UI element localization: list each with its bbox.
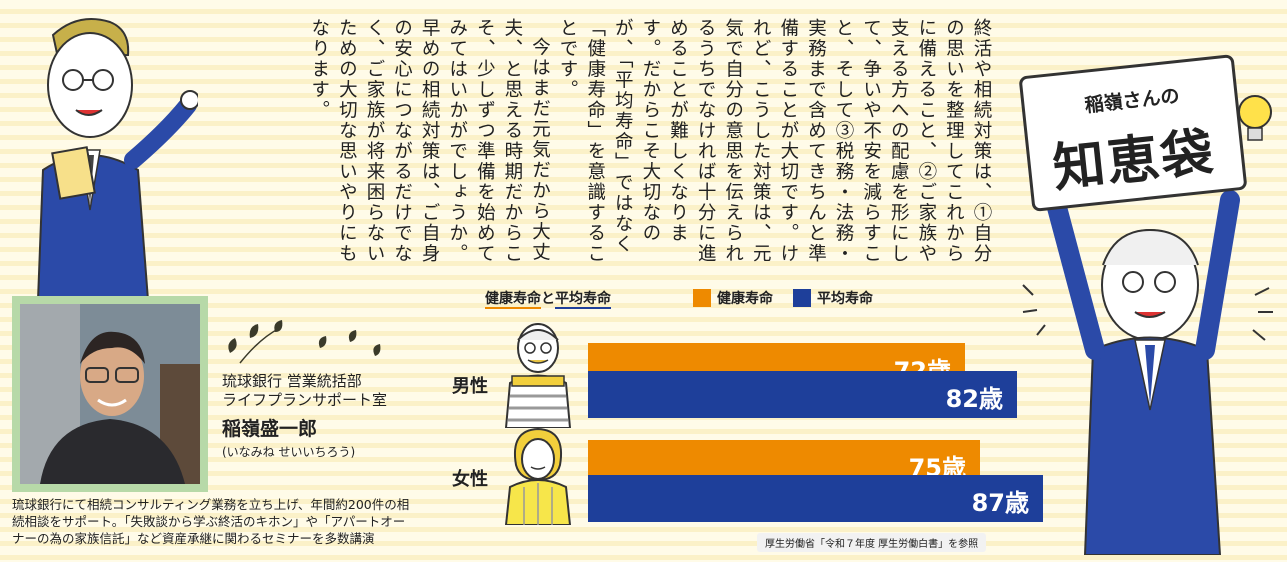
legend-item-healthy: 健康寿命: [693, 288, 773, 308]
sign-title: 知恵袋: [1050, 121, 1218, 200]
legend-label-healthy: 健康寿命: [717, 291, 773, 307]
wisdom-bag-sign: 稲嶺さんの 知恵袋: [1018, 54, 1248, 212]
profile-reading: (いなみね せいいちろう): [222, 445, 356, 459]
chart-title-part2: 平均寿命: [555, 291, 611, 309]
bar-female-average: 87歳: [588, 475, 1043, 522]
paragraph-2: 今はまだ元気だから大丈夫、と思える時期だからこそ、少しずつ準備を始めてみてはいか…: [308, 18, 551, 264]
male-illustration: [498, 318, 578, 432]
bar-value-label: 87歳: [971, 489, 1029, 517]
legend-label-average: 平均寿命: [817, 291, 873, 307]
paragraph-1: 終活や相続対策は、①自分の思いを整理してこれからに備えること、②ご家族や支える方…: [557, 18, 992, 264]
profile-organization: 琉球銀行 営業統括部 ライフプランサポート室: [222, 372, 387, 410]
category-label-male: 男性: [452, 376, 488, 397]
presenter-illustration: [18, 10, 200, 301]
chart-source: 厚生労働省「令和７年度 厚生労働白書」を参照: [757, 533, 987, 552]
chart-legend: 健康寿命 平均寿命: [693, 288, 873, 308]
profile-description: 琉球銀行にて相続コンサルティング業務を立ち上げ、年間約200件の相続相談をサポー…: [12, 497, 410, 546]
legend-swatch-healthy: [693, 289, 711, 307]
legend-swatch-average: [793, 289, 811, 307]
chart-title-mid: と: [541, 291, 555, 307]
wisdom-bag-panel: 稲嶺さんの 知恵袋: [1015, 50, 1287, 555]
leaf-decoration: [220, 318, 390, 372]
chart-title-part1: 健康寿命: [485, 291, 541, 309]
profile-name: 稲嶺盛一郎: [222, 418, 318, 440]
profile-org-line2: ライフプランサポート室: [222, 391, 388, 409]
bar-value-label: 82歳: [945, 385, 1003, 413]
category-label-female: 女性: [452, 469, 488, 490]
profile-photo: [20, 304, 200, 484]
bar-male-average: 82歳: [588, 371, 1017, 418]
article-body: 終活や相続対策は、①自分の思いを整理してこれからに備えること、②ご家族や支える方…: [180, 18, 995, 280]
female-illustration: [498, 425, 578, 529]
legend-item-average: 平均寿命: [793, 288, 873, 308]
chart-title: 健康寿命と平均寿命: [485, 288, 611, 309]
profile-photo-frame: [12, 296, 208, 492]
profile-org-line1: 琉球銀行 営業統括部: [222, 372, 362, 390]
sign-subtitle: 稲嶺さんの: [1083, 85, 1181, 117]
